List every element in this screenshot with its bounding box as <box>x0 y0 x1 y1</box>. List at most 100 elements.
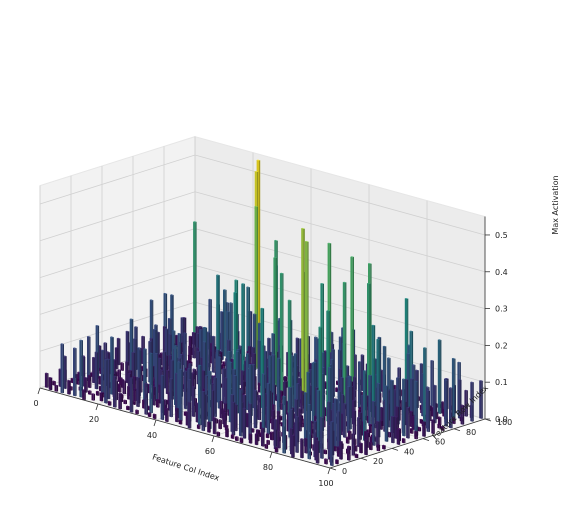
bar-top-face <box>254 433 259 435</box>
bar-front-face <box>165 408 168 423</box>
bar-side-face <box>257 434 259 446</box>
bar-top-face <box>168 333 172 335</box>
bar-top-face <box>105 351 110 353</box>
bar-top-face <box>225 311 230 313</box>
bar-top-face <box>411 364 416 366</box>
bar-top-face <box>125 330 130 332</box>
bar-top-face <box>248 403 252 405</box>
bar-side-face <box>322 373 324 432</box>
bar-side-face <box>120 393 122 410</box>
bar-front-face <box>76 378 79 385</box>
bar-top-face <box>460 404 465 406</box>
bar-top-face <box>149 299 154 301</box>
bar-side-face <box>416 381 418 437</box>
bar-front-face <box>279 273 283 396</box>
bar <box>230 434 235 439</box>
bar-front-face <box>162 326 166 355</box>
bar <box>257 394 262 421</box>
bar-top-face <box>235 436 239 438</box>
bar-top-face <box>248 433 253 435</box>
bar <box>160 374 165 421</box>
bar-top-face <box>225 427 229 429</box>
bar <box>122 380 127 395</box>
bar <box>52 380 56 386</box>
bar <box>118 392 122 410</box>
bar-front-face <box>212 417 216 435</box>
bar <box>187 401 192 429</box>
bar-side-face <box>354 410 357 435</box>
bar-top-face <box>268 355 272 357</box>
bar-side-face <box>181 369 183 422</box>
bar <box>132 376 137 392</box>
bar <box>323 449 328 455</box>
y-tick <box>422 438 430 441</box>
bar-top-face <box>128 369 133 371</box>
bar-side-face <box>205 394 207 428</box>
bar <box>246 286 250 362</box>
bar-side-face <box>98 391 100 396</box>
bar-front-face <box>136 377 139 408</box>
bar-top-face <box>404 298 409 299</box>
bar-side-face <box>134 400 136 405</box>
bar-side-face <box>378 421 380 449</box>
bar-front-face <box>175 408 178 423</box>
bar-top-face <box>117 369 121 371</box>
bar-front-face <box>359 442 362 454</box>
bar-top-face <box>217 356 222 358</box>
bar-side-face <box>233 434 235 439</box>
bar-side-face <box>310 451 312 456</box>
bar-top-face <box>295 337 300 339</box>
bar <box>315 440 320 464</box>
bar-top-face <box>168 354 173 356</box>
bar-front-face <box>280 422 283 427</box>
bar-top-face <box>79 339 83 341</box>
bar-side-face <box>128 331 130 366</box>
bar-side-face <box>245 408 247 439</box>
bar-top-face <box>195 333 200 335</box>
bar-side-face <box>298 338 300 374</box>
bar <box>99 392 104 402</box>
bar <box>324 458 328 465</box>
bar-top-face <box>273 257 277 259</box>
bar-side-face <box>381 420 383 430</box>
bar <box>353 376 357 408</box>
bar-front-face <box>224 377 227 411</box>
bar <box>126 405 130 411</box>
bar-front-face <box>353 376 356 408</box>
bar-top-face <box>260 307 265 309</box>
bar-side-face <box>185 333 187 378</box>
bar-top-face <box>224 424 229 426</box>
bar <box>401 438 406 444</box>
bar <box>241 283 245 380</box>
bar-top-face <box>304 437 308 439</box>
bar-side-face <box>264 374 266 433</box>
bar-top-face <box>406 353 411 355</box>
bar-top-face <box>132 376 137 378</box>
bar <box>330 421 334 467</box>
bar-top-face <box>76 377 80 379</box>
bar-front-face <box>242 408 245 439</box>
bar-top-face <box>129 318 134 320</box>
bar-top-face <box>201 391 206 392</box>
bar <box>266 382 271 435</box>
bar <box>265 433 270 439</box>
bar-front-face <box>414 381 417 437</box>
bar <box>382 444 386 450</box>
bar-top-face <box>245 353 250 355</box>
bar-side-face <box>318 390 321 454</box>
bar-side-face <box>135 338 137 381</box>
bar-top-face <box>84 377 88 378</box>
bar-front-face <box>67 380 70 395</box>
bar-front-face <box>223 412 226 428</box>
bar-top-face <box>365 431 370 433</box>
bar-top-face <box>213 377 217 379</box>
bar <box>311 362 316 424</box>
bar <box>220 311 224 360</box>
bar <box>183 332 187 378</box>
bar-side-face <box>373 325 376 418</box>
bar-top-face <box>198 325 203 327</box>
bar-side-face <box>481 380 483 419</box>
bar-top-face <box>409 330 414 332</box>
bar-front-face <box>368 375 371 427</box>
bar-top-face <box>182 317 187 318</box>
